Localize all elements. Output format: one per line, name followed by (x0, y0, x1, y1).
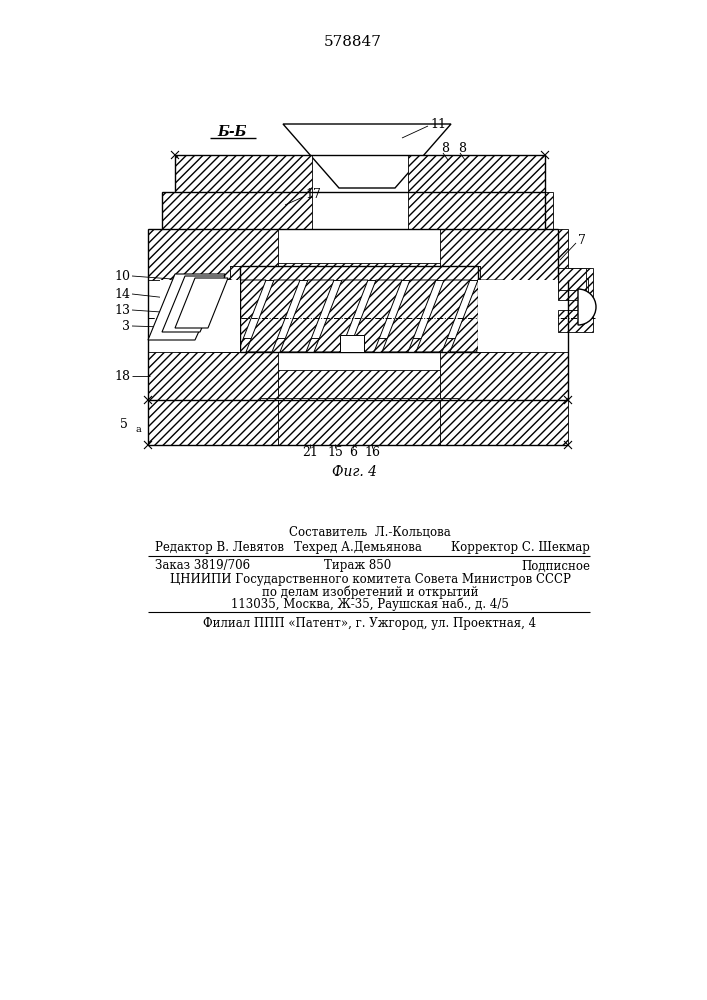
Polygon shape (478, 280, 558, 352)
Polygon shape (178, 280, 232, 352)
Text: Тираж 850: Тираж 850 (325, 560, 392, 572)
Text: 8: 8 (458, 142, 466, 155)
Bar (230, 338, 480, 352)
Bar (278, 400, 440, 445)
Wedge shape (578, 289, 596, 325)
Bar (148, 400, 278, 445)
Bar (478, 280, 508, 352)
Text: Заказ 3819/706: Заказ 3819/706 (155, 560, 250, 572)
Polygon shape (314, 280, 368, 352)
Text: Б-Б: Б-Б (217, 125, 247, 139)
Text: Подписное: Подписное (521, 560, 590, 572)
Text: 578847: 578847 (324, 35, 382, 49)
Bar (230, 266, 480, 280)
Bar (260, 398, 458, 428)
Polygon shape (175, 278, 228, 328)
Bar (440, 352, 568, 400)
Text: 11: 11 (430, 118, 446, 131)
Text: Составитель  Л.-Кольцова: Составитель Л.-Кольцова (289, 526, 451, 538)
Bar (278, 263, 440, 280)
Text: 10: 10 (114, 269, 130, 282)
Polygon shape (382, 280, 436, 352)
Bar (278, 370, 440, 400)
Bar (558, 268, 586, 290)
Text: 8: 8 (441, 142, 449, 155)
Bar (558, 310, 593, 332)
Bar (568, 268, 593, 310)
Polygon shape (416, 280, 470, 352)
Text: 5: 5 (120, 418, 128, 432)
Bar (210, 280, 240, 352)
Bar (148, 352, 278, 400)
Text: 3: 3 (122, 320, 130, 332)
Text: 7: 7 (578, 233, 586, 246)
Polygon shape (450, 280, 504, 352)
Polygon shape (348, 280, 402, 352)
Text: ЦНИИПИ Государственного комитета Совета Министров СССР: ЦНИИПИ Государственного комитета Совета … (170, 574, 571, 586)
Bar (162, 192, 312, 229)
Text: 18: 18 (114, 369, 130, 382)
Polygon shape (160, 280, 240, 352)
Polygon shape (212, 280, 266, 352)
Text: 13: 13 (114, 304, 130, 316)
Polygon shape (283, 124, 451, 188)
Text: 17: 17 (305, 188, 321, 200)
Text: 21: 21 (302, 446, 318, 460)
Polygon shape (148, 274, 225, 340)
Text: 16: 16 (364, 446, 380, 460)
Bar (408, 155, 545, 192)
Text: Филиал ППП «Патент», г. Ужгород, ул. Проектная, 4: Филиал ППП «Патент», г. Ужгород, ул. Про… (204, 616, 537, 630)
Text: Техред А.Демьянова: Техред А.Демьянова (294, 542, 422, 554)
Bar (230, 338, 480, 352)
Bar (230, 266, 480, 280)
Bar (408, 192, 553, 229)
Text: 113035, Москва, Ж-35, Раушская наб., д. 4/5: 113035, Москва, Ж-35, Раушская наб., д. … (231, 597, 509, 611)
Bar (440, 400, 568, 445)
Text: Корректор С. Шекмар: Корректор С. Шекмар (451, 542, 590, 554)
Polygon shape (340, 335, 364, 352)
Text: 15: 15 (327, 446, 343, 460)
Bar (558, 278, 588, 300)
Polygon shape (246, 280, 300, 352)
Bar (148, 229, 278, 280)
Text: a: a (135, 426, 141, 434)
Bar (175, 155, 312, 192)
Bar (478, 280, 508, 352)
Text: 6: 6 (349, 446, 357, 460)
Text: по делам изобретений и открытий: по делам изобретений и открытий (262, 585, 478, 599)
Polygon shape (162, 276, 225, 332)
Text: Фиг. 4: Фиг. 4 (332, 465, 378, 479)
Text: 14: 14 (114, 288, 130, 300)
Bar (440, 229, 568, 280)
Text: Редактор В. Левятов: Редактор В. Левятов (155, 542, 284, 554)
Polygon shape (280, 280, 334, 352)
Bar (210, 280, 240, 352)
